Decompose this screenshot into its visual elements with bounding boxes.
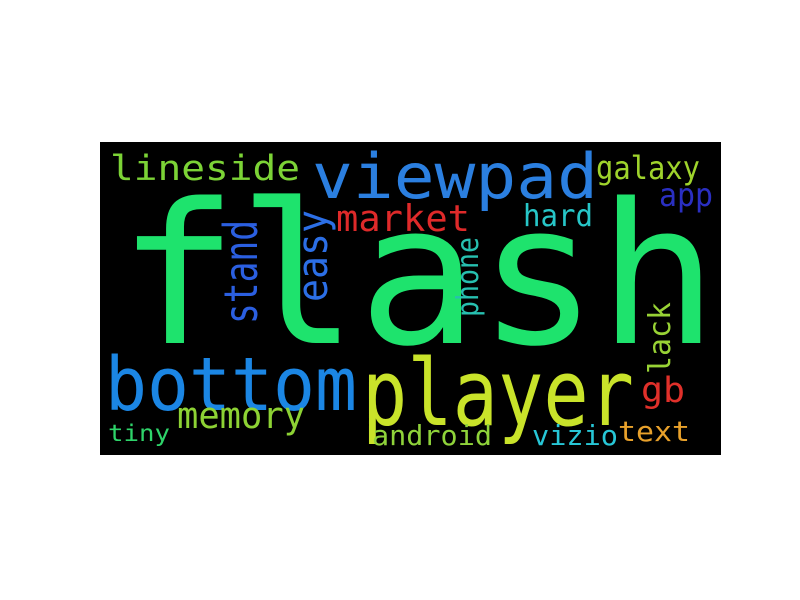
word-app: app: [659, 175, 713, 214]
word-lineside: lineside: [110, 148, 301, 189]
word-hard: hard: [523, 199, 593, 235]
word-viewpad: viewpad: [312, 142, 598, 213]
word-player: player: [362, 340, 634, 447]
word-stand: stand: [214, 219, 268, 324]
word-lack: lack: [643, 302, 679, 374]
word-galaxy: galaxy: [596, 148, 700, 187]
word-market: market: [336, 196, 470, 240]
word-gb: gb: [641, 370, 686, 411]
word-android: android: [372, 419, 492, 453]
word-memory: memory: [177, 393, 305, 437]
word-flash: flash: [118, 163, 718, 391]
word-cloud: flash player viewpad bottom lineside eas…: [100, 142, 721, 455]
word-phone: phone: [451, 237, 487, 317]
word-tiny: tiny: [108, 420, 170, 447]
word-vizio: vizio: [532, 419, 618, 453]
word-text: text: [618, 415, 690, 449]
word-easy: easy: [289, 210, 338, 302]
word-bottom: bottom: [105, 343, 357, 429]
